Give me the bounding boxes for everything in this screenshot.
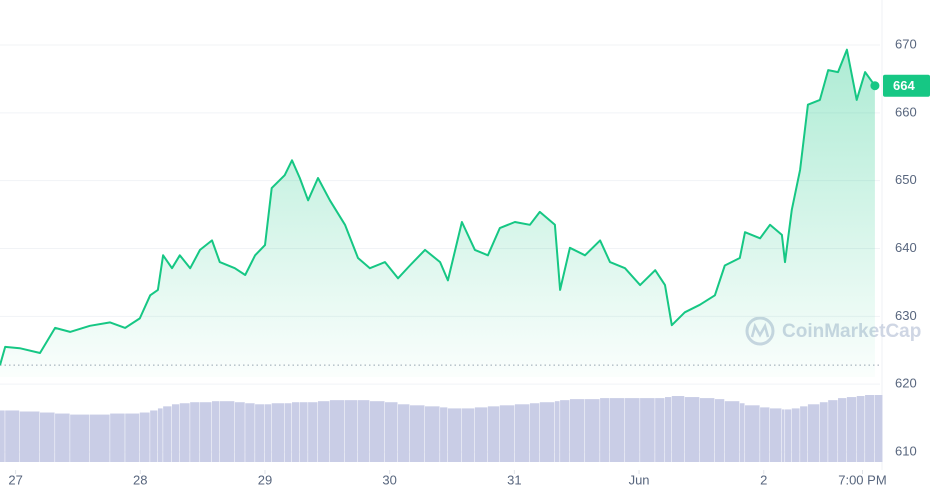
y-tick-label: 670: [895, 36, 917, 51]
volume-bar: [640, 398, 655, 462]
volume-bar: [70, 414, 90, 462]
y-tick-label: 630: [895, 308, 917, 323]
volume-bar: [684, 397, 700, 462]
volume-bar: [5, 410, 20, 462]
volume-bar: [397, 404, 410, 462]
y-tick-label: 650: [895, 172, 917, 187]
volume-bar: [609, 398, 625, 462]
volume-bar: [769, 408, 782, 462]
x-tick-label: 2: [760, 472, 767, 487]
volume-bar: [828, 400, 838, 462]
volume-bar: [369, 401, 385, 462]
volume-bar: [179, 403, 190, 462]
volume-bar: [819, 402, 828, 462]
volume-bar: [499, 405, 515, 462]
volume-bar: [171, 404, 180, 462]
volume-bar: [357, 400, 370, 462]
volume-bar: [409, 405, 425, 462]
volume-bar: [19, 411, 40, 462]
last-point: [870, 81, 880, 91]
volume-bar: [55, 413, 70, 462]
volume-bar: [255, 404, 265, 462]
x-tick-label: 30: [382, 472, 396, 487]
volume-bar: [846, 397, 857, 462]
volume-bar: [714, 399, 725, 462]
price-tag: [883, 74, 930, 97]
volume-bar: [539, 402, 555, 462]
volume-bar: [163, 406, 172, 462]
volume-bar: [487, 406, 500, 462]
volume-bar: [807, 404, 820, 462]
volume-bar: [800, 406, 808, 462]
y-tick-label: 610: [895, 443, 917, 458]
price-tag-label: 664: [893, 78, 915, 93]
volume-bar: [745, 405, 760, 462]
volume-bar: [157, 408, 163, 462]
volume-bar: [529, 403, 540, 462]
volume-bar: [791, 408, 800, 462]
volume-bar: [560, 400, 570, 462]
volume-bar: [874, 395, 883, 462]
volume-bar: [785, 409, 792, 462]
volume-bar: [625, 398, 640, 462]
y-tick-label: 660: [895, 104, 917, 119]
y-tick-label: 640: [895, 240, 917, 255]
volume-bar: [655, 398, 665, 462]
volume-bar: [150, 410, 158, 462]
volume-bar: [284, 403, 292, 462]
volume-bar: [0, 410, 5, 462]
volume-bar: [569, 399, 585, 462]
volume-bar: [856, 396, 865, 462]
volume-bar: [671, 396, 685, 462]
volume-bar: [125, 413, 140, 462]
volume-bar: [514, 404, 530, 462]
volume-bar: [461, 408, 475, 462]
volume-bar: [424, 406, 440, 462]
volume-bar: [299, 402, 308, 462]
x-tick-label: 28: [133, 472, 147, 487]
volume-bar: [200, 402, 212, 462]
volume-bar: [554, 401, 560, 462]
volume-bar: [344, 400, 358, 462]
volume-bar: [234, 402, 245, 462]
volume-bar: [600, 398, 610, 462]
volume-bar: [329, 400, 345, 462]
y-tick-label: 620: [895, 376, 917, 391]
volume-bar: [585, 399, 600, 462]
volume-bar: [781, 409, 785, 462]
volume-bar: [699, 398, 715, 462]
volume-bar: [89, 414, 110, 462]
volume-bar: [447, 408, 462, 462]
volume-bar: [384, 402, 398, 462]
x-tick-label: 7:00 PM: [838, 472, 886, 487]
volume-bar: [264, 404, 272, 462]
volume-bar: [190, 402, 200, 462]
x-tick-label: Jun: [629, 472, 650, 487]
volume-bar: [838, 398, 847, 462]
volume-bar: [665, 397, 672, 462]
x-tick-label: 29: [258, 472, 272, 487]
x-tick-label: 31: [507, 472, 521, 487]
volume-bar: [40, 412, 55, 462]
volume-bar: [291, 402, 300, 462]
volume-bar: [211, 401, 220, 462]
volume-bar: [474, 407, 488, 462]
volume-bar: [308, 402, 318, 462]
volume-bar: [219, 401, 235, 462]
x-tick-label: 27: [8, 472, 22, 487]
volume-bar: [317, 401, 330, 462]
volume-bar: [271, 403, 285, 462]
price-area: [0, 49, 875, 377]
volume-bar: [245, 403, 255, 462]
volume-bar: [724, 401, 740, 462]
volume-bar: [110, 413, 125, 462]
volume-bar: [760, 407, 770, 462]
volume-bar: [865, 395, 875, 462]
volume-bar: [440, 407, 448, 462]
volume-bar: [139, 412, 150, 462]
price-line: [0, 48, 876, 366]
volume-bar: [739, 403, 745, 462]
